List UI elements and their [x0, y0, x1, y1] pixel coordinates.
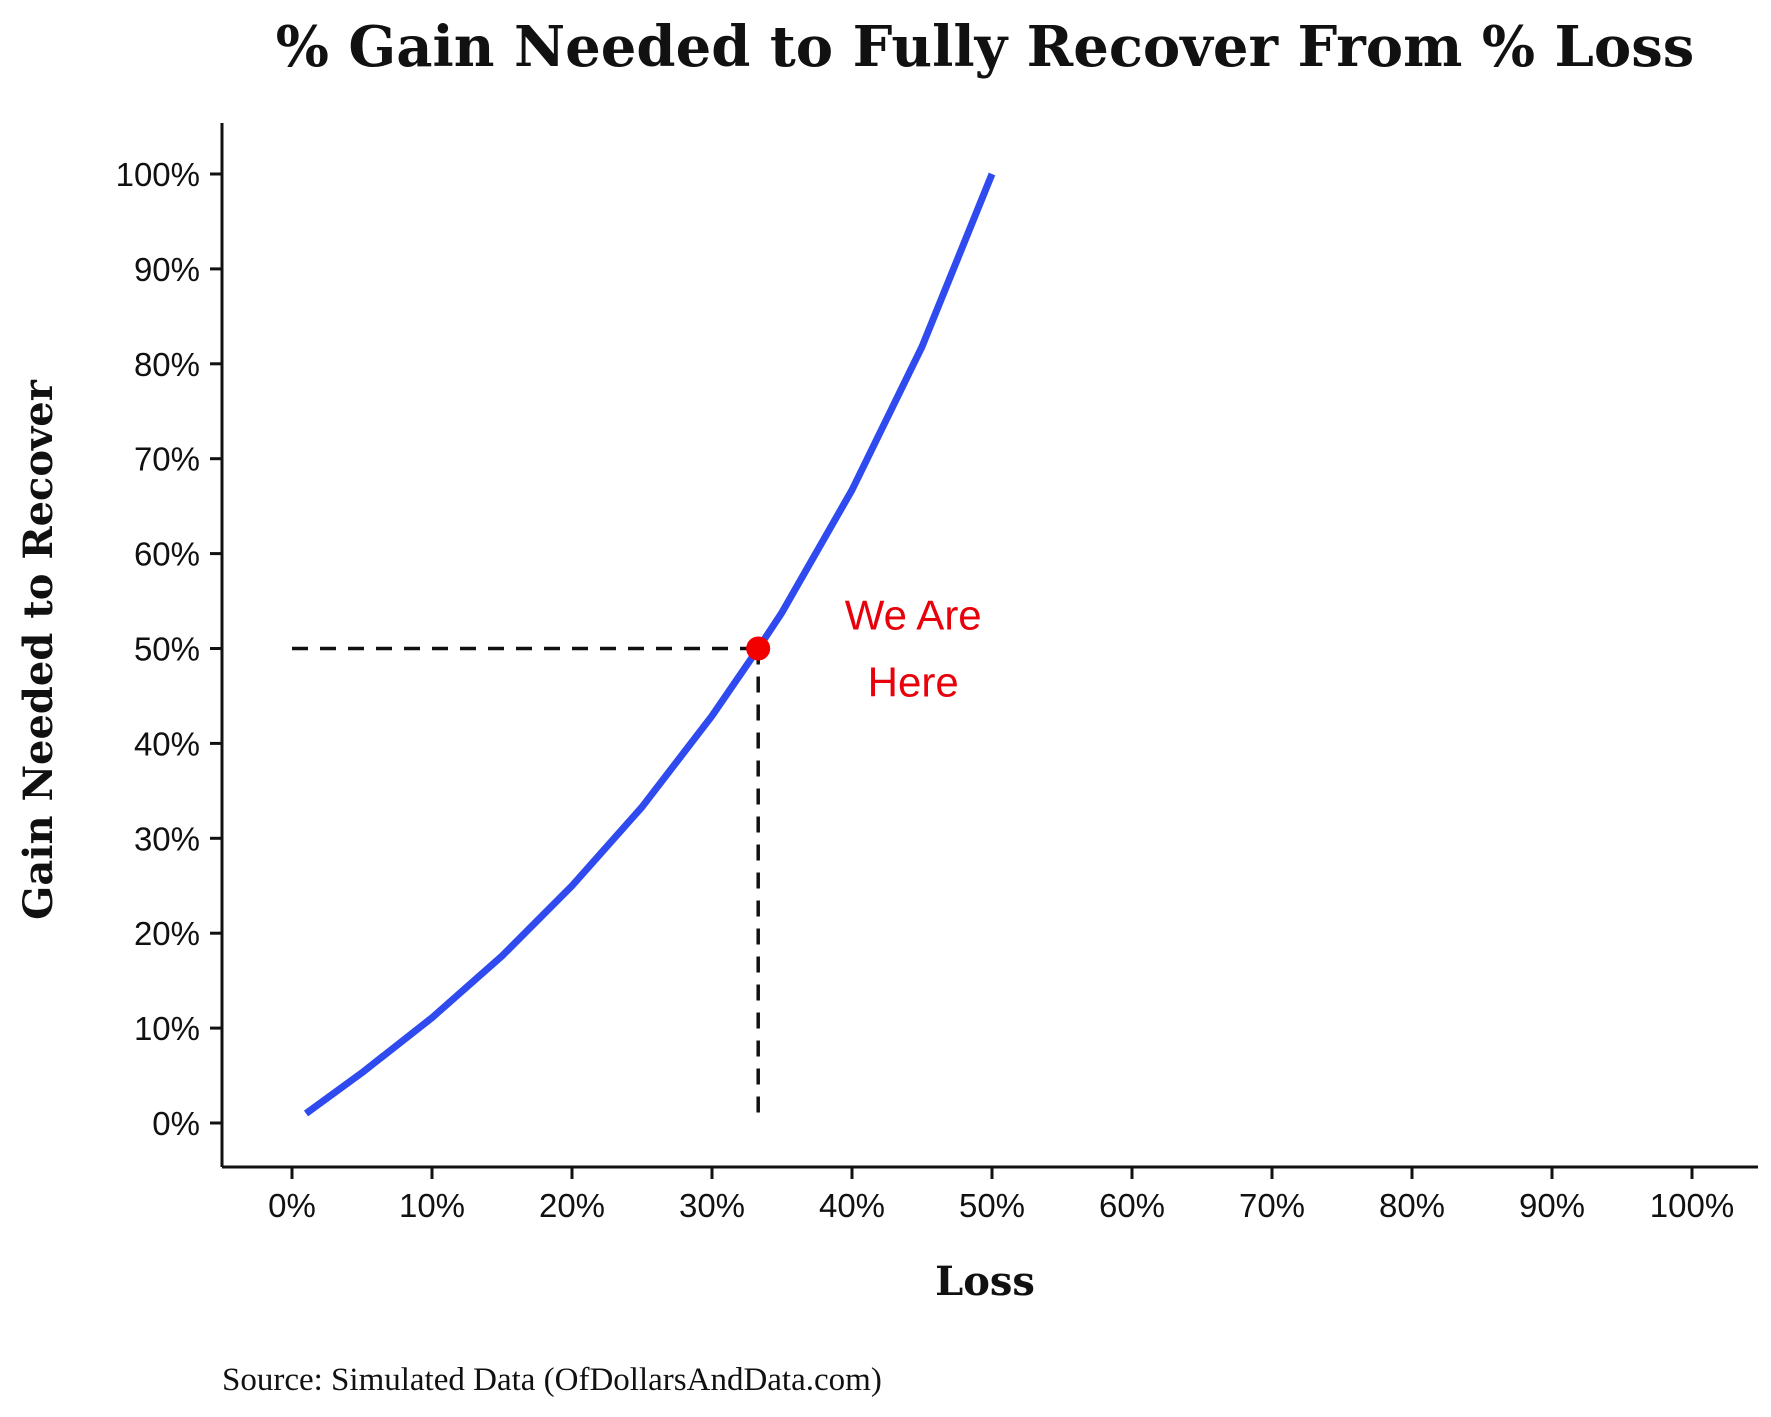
x-tick-label: 100% [1650, 1187, 1734, 1224]
series-layer [303, 172, 996, 1117]
chart-title: % Gain Needed to Fully Recover From % Lo… [276, 14, 1695, 80]
y-tick-label: 20% [134, 915, 200, 952]
x-tick-label: 50% [959, 1187, 1025, 1224]
annotation-text: We Are [845, 592, 982, 639]
y-tick-label: 0% [152, 1105, 200, 1142]
y-tick-label: 10% [134, 1010, 200, 1047]
x-tick-label: 90% [1519, 1187, 1585, 1224]
y-tick-label: 90% [134, 251, 200, 288]
series-line [303, 172, 996, 1117]
y-tick-label: 100% [116, 156, 200, 193]
x-tick-label: 10% [399, 1187, 465, 1224]
highlight-point [746, 636, 771, 661]
x-tick-label: 80% [1379, 1187, 1445, 1224]
x-tick-label: 20% [539, 1187, 605, 1224]
x-tick-label: 30% [679, 1187, 745, 1224]
y-axis-title-group: Gain Needed to Recover [15, 379, 62, 920]
y-tick-label: 50% [134, 631, 200, 668]
y-tick-label: 40% [134, 725, 200, 762]
y-tick-label: 30% [134, 820, 200, 857]
y-tick-label: 80% [134, 346, 200, 383]
x-tick-label: 40% [819, 1187, 885, 1224]
x-tick-label: 60% [1099, 1187, 1165, 1224]
y-axis-title: Gain Needed to Recover [15, 379, 62, 920]
x-axis-title: Loss [935, 1258, 1035, 1305]
source-note: Source: Simulated Data (OfDollarsAndData… [222, 1362, 882, 1398]
annotation-layer: We Are Here [845, 592, 982, 706]
x-tick-label: 70% [1239, 1187, 1305, 1224]
x-tick-label: 0% [268, 1187, 316, 1224]
reference-lines [292, 646, 760, 1123]
y-ticks: 0% 10% 20% 30% 40% 50% 60% 70% 80% 90% 100% [116, 156, 222, 1142]
y-tick-label: 70% [134, 441, 200, 478]
highlight-layer [746, 636, 771, 661]
y-tick-label: 60% [134, 536, 200, 573]
annotation-text: Here [868, 659, 959, 706]
x-ticks: 0% 10% 20% 30% 40% 50% 60% 70% 80% 90% 100% [268, 1167, 1734, 1224]
